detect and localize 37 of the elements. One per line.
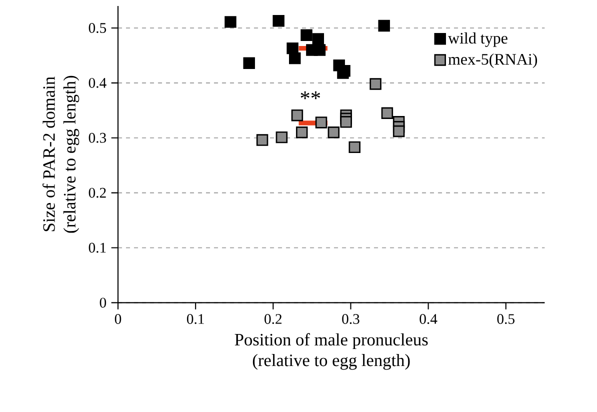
x-tick-label: 0.2 [264,314,282,324]
y-tick-label: 0.1 [88,242,106,253]
point [272,14,284,27]
legend-label: mex-5(RNAi) [448,53,538,68]
x-tick-label: 0 [114,314,122,324]
point [243,57,255,70]
point [392,125,405,138]
y-tick-label: 0.3 [88,132,106,143]
point [312,33,324,45]
legend-label: wild type [448,32,508,47]
annotation: ** [300,91,320,100]
point [276,131,288,144]
point [378,20,390,32]
point [224,16,236,28]
point [381,107,394,119]
point [289,52,301,64]
point [348,141,360,154]
point [370,78,382,90]
y-axis-title: Size of PAR-2 domain (relative to egg length) [42,76,80,233]
point [340,116,352,128]
point [286,42,298,54]
point [315,116,328,128]
x-axis-title: Position of male pronucleus (relative to egg length) [234,333,428,370]
point [296,126,308,138]
x-tick-label: 0.3 [342,314,360,324]
point [328,126,340,138]
point [314,44,326,56]
y-tick-label: 0.5 [88,23,106,33]
y-tick-label: 0.2 [88,188,106,198]
point [291,109,304,122]
x-tick-label: 0.5 [497,314,514,324]
y-tick-label: 0 [100,298,106,308]
point [256,134,268,146]
y-tick-label: 0.4 [88,78,106,88]
point [300,29,312,41]
x-tick-label: 0.4 [420,314,438,324]
x-tick-label: 0.1 [186,314,204,324]
